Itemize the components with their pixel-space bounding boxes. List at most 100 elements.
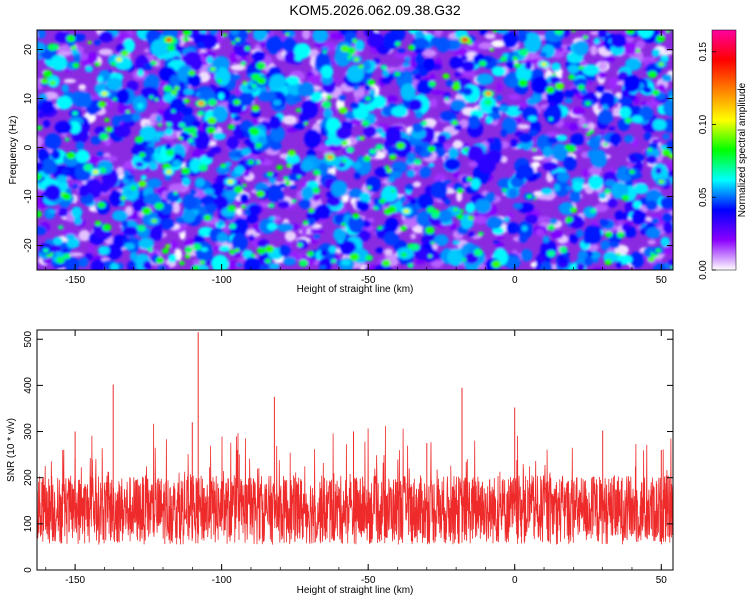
heatmap-cell (621, 194, 630, 201)
heatmap-cell (56, 95, 73, 110)
heatmap-cell (163, 85, 173, 93)
heatmap-cell (607, 197, 618, 208)
heatmap-cell (394, 53, 410, 58)
heatmap-cell (588, 166, 603, 176)
heatmap-cell (623, 134, 635, 144)
heatmap-cells (37, 30, 673, 270)
heatmap-cell (409, 98, 423, 112)
x-tick-label: 0 (512, 575, 518, 586)
heatmap-cell (58, 225, 64, 230)
heatmap-cell (390, 189, 395, 193)
heatmap-cell (168, 253, 177, 263)
heatmap-cell (363, 125, 377, 138)
heatmap-cell (315, 52, 330, 70)
heatmap-cell (165, 149, 175, 157)
heatmap-cell (491, 66, 506, 77)
heatmap-cell (58, 207, 68, 218)
heatmap-cell (549, 218, 558, 225)
heatmap-cell (635, 48, 641, 53)
y-tick-label: 300 (23, 423, 34, 440)
heatmap-cell (384, 217, 399, 233)
heatmap-cell (199, 260, 206, 265)
heatmap-cell (219, 245, 230, 252)
heatmap-cell (358, 64, 364, 69)
heatmap-cell (301, 186, 314, 201)
heatmap-cell (645, 227, 662, 239)
heatmap-cell (37, 125, 43, 131)
heatmap-cell (517, 124, 530, 130)
heatmap-cell (166, 44, 176, 52)
heatmap-cell (418, 142, 432, 159)
heatmap-cell (93, 39, 102, 46)
heatmap-cell (643, 86, 652, 94)
heatmap-cell (525, 214, 539, 224)
heatmap-cell (172, 201, 181, 214)
heatmap-cell (183, 88, 194, 96)
heatmap-cell (72, 183, 79, 190)
heatmap-cell (348, 214, 364, 234)
heatmap-cell (182, 193, 197, 211)
heatmap-cell (334, 78, 341, 83)
heatmap-cell (491, 260, 502, 269)
heatmap-cell (576, 229, 584, 238)
heatmap-cell (587, 122, 596, 130)
heatmap-cell (192, 265, 200, 270)
heatmap-cell (410, 233, 417, 240)
heatmap-cell (141, 207, 152, 215)
heatmap-cell (126, 190, 133, 195)
heatmap-cell (253, 30, 268, 42)
heatmap-cell (83, 163, 94, 172)
heatmap-cell (56, 256, 65, 264)
heatmap-cell (394, 41, 402, 47)
heatmap-cell (389, 170, 402, 179)
heatmap-cell (645, 100, 660, 108)
heatmap-cell (50, 43, 60, 51)
heatmap-cell (310, 91, 323, 102)
heatmap-cell (37, 30, 46, 39)
heatmap-cell (517, 30, 526, 35)
heatmap-cell (349, 253, 360, 261)
heatmap-cell (333, 227, 347, 242)
heatmap-cell (370, 95, 387, 109)
heatmap-cell (291, 198, 297, 204)
heatmap-cell (187, 73, 202, 87)
heatmap-cell (375, 247, 384, 254)
heatmap-cell (205, 203, 217, 214)
heatmap-cell (235, 37, 241, 42)
heatmap-cell (199, 30, 207, 34)
heatmap-cell (287, 30, 296, 38)
heatmap-cell (139, 125, 157, 142)
heatmap-cell (308, 74, 322, 84)
heatmap-cell (635, 50, 644, 61)
heatmap-cell (563, 155, 577, 171)
heatmap-cell (278, 182, 288, 189)
heatmap-cell (198, 163, 209, 172)
heatmap-cell (548, 117, 553, 121)
heatmap-cell (509, 138, 519, 148)
heatmap-cell (491, 105, 501, 113)
heatmap-cell (375, 127, 384, 134)
heatmap-cell (666, 30, 671, 34)
heatmap-cell (407, 152, 416, 163)
heatmap-cell (637, 30, 654, 39)
heatmap-cell (405, 183, 415, 191)
heatmap-cell (37, 112, 45, 119)
heatmap-cell (170, 89, 178, 96)
heatmap-cell (42, 119, 51, 128)
heatmap-cell (582, 35, 589, 40)
heatmap-cell (512, 202, 523, 209)
heatmap-cell (340, 45, 350, 53)
heatmap-cell (78, 257, 89, 268)
heatmap-cell (166, 190, 180, 203)
heatmap-cell (411, 123, 424, 133)
heatmap-cell (102, 223, 112, 232)
heatmap-cell (269, 125, 285, 143)
heatmap-cell (470, 178, 481, 190)
heatmap-cell (112, 115, 123, 125)
heatmap-cell (266, 184, 283, 202)
heatmap-cell (354, 39, 365, 52)
heatmap-cell (171, 240, 178, 251)
heatmap-cell (365, 176, 382, 193)
